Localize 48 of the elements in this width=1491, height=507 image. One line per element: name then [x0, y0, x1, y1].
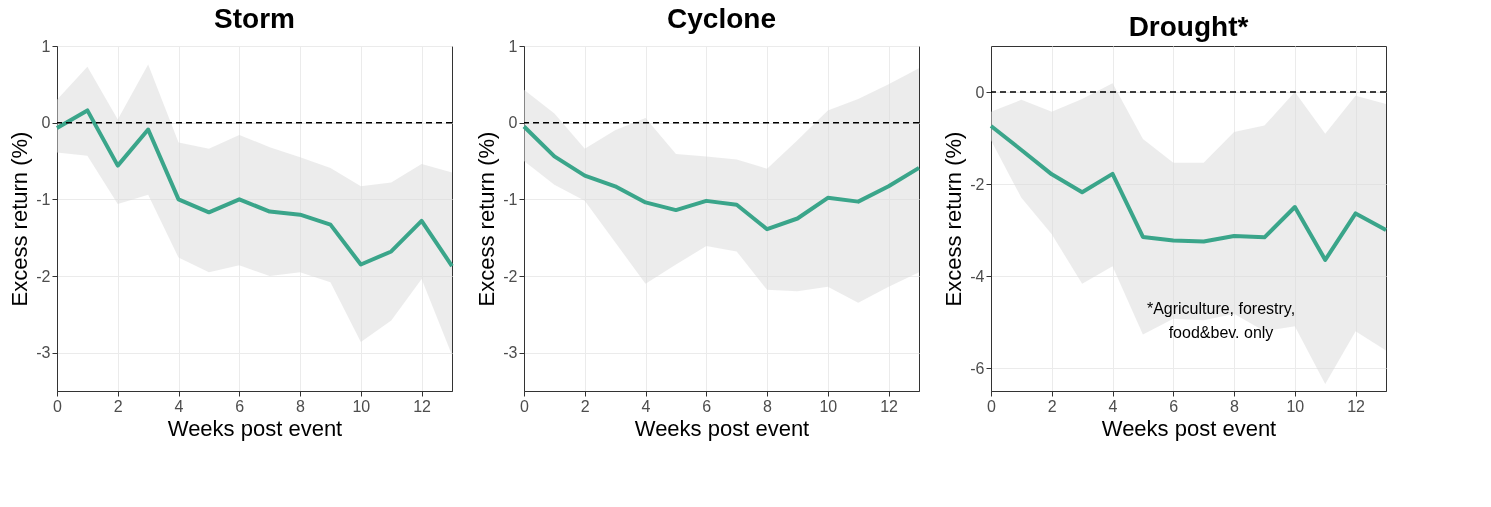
x-axis-title: Weeks post event	[1101, 415, 1277, 441]
x-tick-label: 10	[352, 397, 371, 415]
x-tick-label: 12	[880, 397, 899, 415]
x-tick-label: 8	[763, 397, 773, 415]
y-tick-label: -3	[36, 344, 51, 362]
x-tick-label: 0	[987, 397, 997, 415]
y-tick-label: -4	[970, 267, 985, 285]
x-tick-label: 2	[1047, 397, 1057, 415]
x-tick-label: 6	[235, 397, 245, 415]
y-axis-title: Excess return (%)	[941, 131, 967, 307]
x-axis-title: Weeks post event	[634, 415, 810, 441]
y-tick-label: 0	[508, 114, 518, 132]
x-tick-label: 6	[1169, 397, 1179, 415]
annotation: *Agriculture, forestry, food&bev. only	[1146, 300, 1296, 341]
y-tick-label: 0	[41, 114, 51, 132]
y-tick-label: -6	[970, 359, 985, 377]
y-tick-label: -1	[36, 190, 51, 208]
y-axis-title: Excess return (%)	[474, 131, 500, 307]
chart-title: Storm	[214, 3, 295, 34]
x-tick-label: 2	[113, 397, 123, 415]
y-tick-label: -2	[36, 267, 51, 285]
y-tick-label: 1	[508, 37, 518, 55]
x-tick-label: 8	[1230, 397, 1240, 415]
line-series	[522, 124, 921, 232]
x-tick-label: 10	[819, 397, 838, 415]
x-tick-label: 12	[1347, 397, 1366, 415]
x-tick-label: 4	[641, 397, 651, 415]
x-axis-title: Weeks post event	[167, 415, 343, 441]
x-tick-label: 8	[296, 397, 306, 415]
y-tick-label: -3	[503, 344, 518, 362]
y-tick-label: 0	[975, 83, 985, 101]
x-tick-label: 0	[520, 397, 530, 415]
x-tick-label: 10	[1286, 397, 1305, 415]
y-axis-title: Excess return (%)	[7, 131, 33, 307]
chart-title: Cyclone	[667, 3, 776, 34]
y-tick-label: -2	[503, 267, 518, 285]
x-tick-label: 4	[174, 397, 184, 415]
x-tick-label: 2	[580, 397, 590, 415]
x-tick-label: 4	[1108, 397, 1118, 415]
chart-title: Drought*	[1128, 11, 1249, 42]
line-series	[989, 124, 1388, 262]
y-tick-label: -2	[970, 175, 985, 193]
x-tick-label: 0	[53, 397, 63, 415]
line-series	[55, 108, 454, 269]
x-tick-label: 6	[702, 397, 712, 415]
y-tick-label: 1	[41, 37, 51, 55]
x-tick-label: 12	[413, 397, 432, 415]
y-tick-label: -1	[503, 190, 518, 208]
